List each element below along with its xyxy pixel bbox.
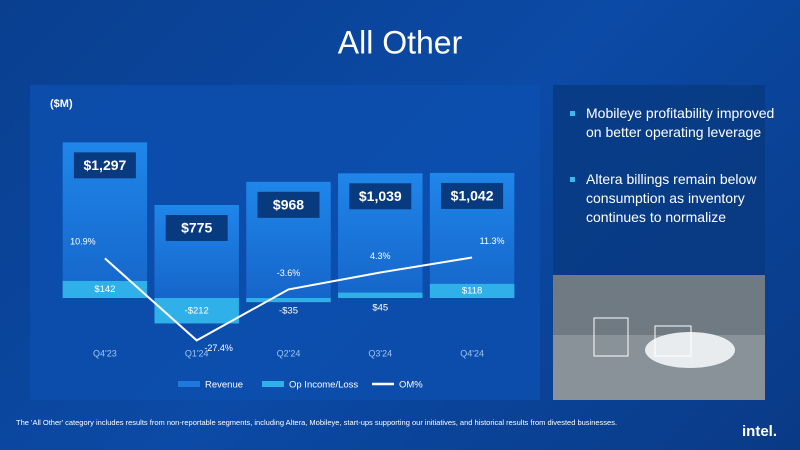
revenue-label-box (73, 152, 136, 179)
revenue-label-box (165, 215, 228, 241)
bullet: Mobileye profitability improved on bette… (568, 104, 786, 142)
op-income-bar (246, 298, 331, 303)
revenue-label: $1,042 (451, 188, 494, 204)
om-line (104, 256, 473, 342)
revenue-label: $775 (181, 220, 212, 236)
op-income-bar (62, 280, 148, 298)
om-label: 10.9% (70, 237, 96, 247)
om-label: 11.3% (480, 236, 505, 246)
om-label: 4.3% (370, 251, 391, 261)
om-label: -27.4% (204, 343, 233, 353)
bullet: Altera billings remain below consumption… (568, 170, 786, 227)
om-label: -3.6% (277, 268, 301, 278)
revenue-label-box (349, 183, 412, 210)
x-tick-label: Q4'23 (93, 348, 117, 358)
logo: intel. (742, 423, 777, 440)
legend-swatch (178, 381, 200, 387)
unit-label: ($M) (50, 98, 73, 110)
op-income-bar (338, 292, 423, 298)
x-tick-label: Q2'24 (277, 348, 301, 358)
revenue-label: $1,297 (83, 157, 126, 173)
revenue-label-box (257, 191, 320, 218)
op-income-label: $142 (94, 284, 115, 295)
op-income-label: $45 (372, 303, 388, 314)
x-tick-label: Q1'24 (185, 348, 209, 358)
legend-label: OM% (399, 380, 423, 391)
photo-car (645, 332, 735, 368)
op-income-label: -$35 (279, 306, 298, 317)
photo-box (654, 325, 692, 357)
photo-shade (553, 275, 765, 335)
op-income-bar (154, 298, 239, 324)
op-income-bar (429, 283, 515, 298)
revenue-label-box (441, 182, 504, 209)
op-income-label: $118 (462, 285, 482, 296)
legend-label: Revenue (205, 380, 243, 391)
footnote: The 'All Other' category includes result… (16, 418, 617, 427)
x-tick-label: Q3'24 (368, 348, 392, 358)
revenue-label: $1,039 (359, 188, 402, 204)
photo-box (593, 317, 629, 357)
legend-swatch (262, 381, 284, 387)
legend-label: Op Income/Loss (289, 380, 358, 391)
op-income-label: -$212 (185, 306, 209, 317)
chart-title: All Other (338, 24, 463, 60)
revenue-label: $968 (273, 197, 304, 213)
x-tick-label: Q4'24 (460, 348, 484, 358)
